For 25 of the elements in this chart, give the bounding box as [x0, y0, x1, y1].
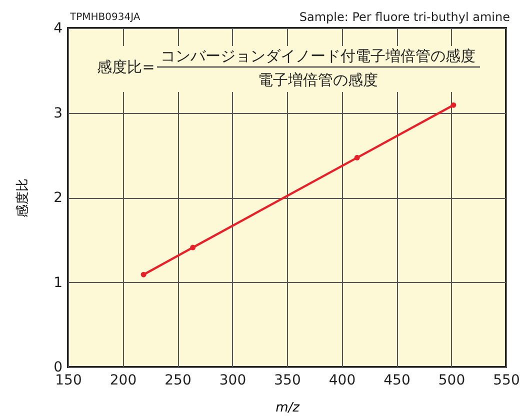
- annotation: 電子増倍管の感度: [258, 71, 378, 89]
- x-tick-label: 500: [438, 372, 466, 388]
- x-tick-label: 300: [219, 372, 246, 388]
- x-tick-label: 550: [493, 372, 520, 388]
- y-tick-label: 4: [54, 20, 63, 36]
- point: [190, 244, 196, 250]
- x-tick-label: 450: [384, 372, 410, 388]
- point: [140, 272, 146, 278]
- y-tick-label: 1: [54, 274, 62, 291]
- x-tick-label: 200: [110, 372, 137, 388]
- annotation: 感度比=: [97, 58, 155, 76]
- point: [450, 102, 456, 108]
- y-tick-label: 3: [54, 105, 62, 122]
- x-tick-label: 150: [55, 372, 82, 388]
- point: [354, 154, 360, 160]
- x-axis-title: m/z: [276, 400, 301, 416]
- x-tick-label: 250: [164, 372, 192, 388]
- x-tick-label: 350: [274, 372, 301, 388]
- text: TPMHB0934JA: [69, 12, 140, 23]
- y-axis-title: 感度比: [14, 178, 31, 218]
- x-tick-label: 400: [328, 372, 356, 388]
- text: Sample: Per fluore tri-buthyl amine: [299, 10, 510, 24]
- y-tick-label: 2: [54, 190, 62, 206]
- annotation: コンバージョンダイノード付電子増倍管の感度: [160, 47, 476, 65]
- y-tick-label: 0: [54, 360, 62, 376]
